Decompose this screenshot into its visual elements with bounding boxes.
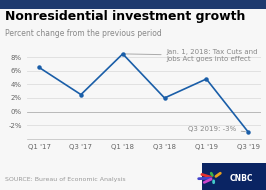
Text: SOURCE: Bureau of Economic Analysis: SOURCE: Bureau of Economic Analysis [5,177,126,182]
Text: CNBC: CNBC [230,173,253,183]
Text: Jan. 1, 2018: Tax Cuts and
Jobs Act goes into effect: Jan. 1, 2018: Tax Cuts and Jobs Act goes… [126,49,258,62]
Text: Q3 2019: -3%: Q3 2019: -3% [188,126,245,132]
Text: Percent change from the previous period: Percent change from the previous period [5,29,162,38]
Text: Nonresidential investment growth: Nonresidential investment growth [5,10,246,23]
